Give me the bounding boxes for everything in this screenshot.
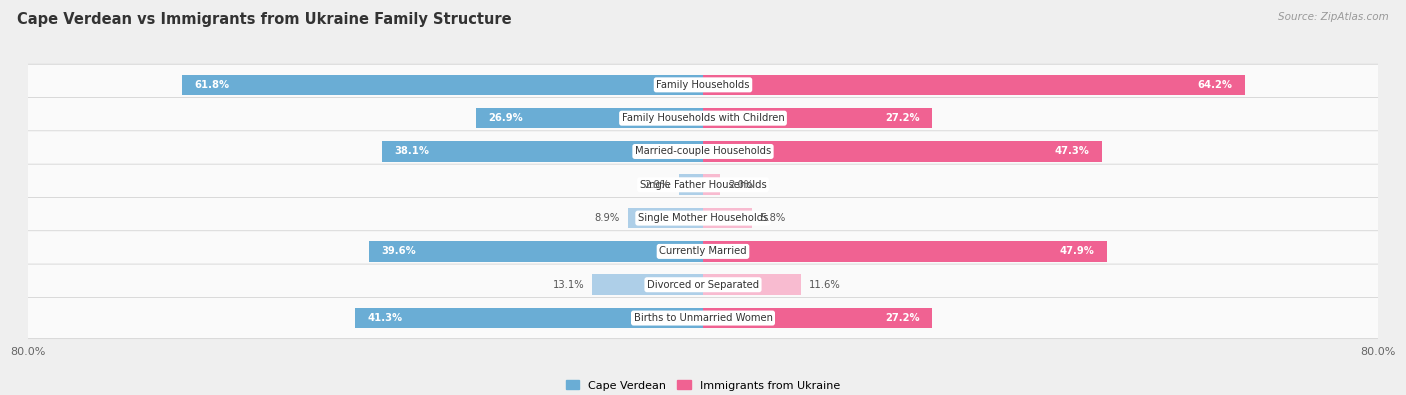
Bar <box>679 175 703 195</box>
Text: 8.9%: 8.9% <box>595 213 620 223</box>
FancyBboxPatch shape <box>22 297 1384 339</box>
Text: 47.9%: 47.9% <box>1060 246 1094 256</box>
FancyBboxPatch shape <box>22 164 1384 205</box>
Text: 41.3%: 41.3% <box>367 313 402 323</box>
Bar <box>354 308 703 328</box>
Text: Married-couple Households: Married-couple Households <box>636 147 770 156</box>
Bar <box>181 75 703 95</box>
Bar <box>703 108 932 128</box>
Text: 5.8%: 5.8% <box>761 213 786 223</box>
FancyBboxPatch shape <box>22 131 1384 172</box>
Text: 27.2%: 27.2% <box>886 313 920 323</box>
Bar <box>703 208 752 228</box>
Bar <box>381 141 703 162</box>
Legend: Cape Verdean, Immigrants from Ukraine: Cape Verdean, Immigrants from Ukraine <box>561 376 845 395</box>
Bar <box>703 308 932 328</box>
Bar <box>703 275 801 295</box>
FancyBboxPatch shape <box>22 231 1384 272</box>
Bar <box>703 141 1102 162</box>
Text: 13.1%: 13.1% <box>553 280 583 290</box>
Bar <box>703 175 720 195</box>
Text: 2.9%: 2.9% <box>645 180 671 190</box>
FancyBboxPatch shape <box>22 264 1384 305</box>
Text: 2.0%: 2.0% <box>728 180 754 190</box>
Text: Currently Married: Currently Married <box>659 246 747 256</box>
Bar <box>368 241 703 262</box>
Text: 11.6%: 11.6% <box>810 280 841 290</box>
Bar <box>628 208 703 228</box>
FancyBboxPatch shape <box>22 64 1384 105</box>
Text: 27.2%: 27.2% <box>886 113 920 123</box>
Text: 47.3%: 47.3% <box>1054 147 1090 156</box>
Bar <box>592 275 703 295</box>
Text: Family Households with Children: Family Households with Children <box>621 113 785 123</box>
Bar <box>703 75 1244 95</box>
Text: 38.1%: 38.1% <box>394 147 429 156</box>
Text: Single Mother Households: Single Mother Households <box>638 213 768 223</box>
Text: Cape Verdean vs Immigrants from Ukraine Family Structure: Cape Verdean vs Immigrants from Ukraine … <box>17 12 512 27</box>
Text: Family Households: Family Households <box>657 80 749 90</box>
Text: Births to Unmarried Women: Births to Unmarried Women <box>634 313 772 323</box>
Text: Source: ZipAtlas.com: Source: ZipAtlas.com <box>1278 12 1389 22</box>
FancyBboxPatch shape <box>22 198 1384 239</box>
Text: 64.2%: 64.2% <box>1197 80 1232 90</box>
Text: 61.8%: 61.8% <box>194 80 229 90</box>
Bar <box>703 241 1107 262</box>
FancyBboxPatch shape <box>22 98 1384 139</box>
Text: Divorced or Separated: Divorced or Separated <box>647 280 759 290</box>
Text: 39.6%: 39.6% <box>381 246 416 256</box>
Bar <box>477 108 703 128</box>
Text: Single Father Households: Single Father Households <box>640 180 766 190</box>
Text: 26.9%: 26.9% <box>489 113 523 123</box>
